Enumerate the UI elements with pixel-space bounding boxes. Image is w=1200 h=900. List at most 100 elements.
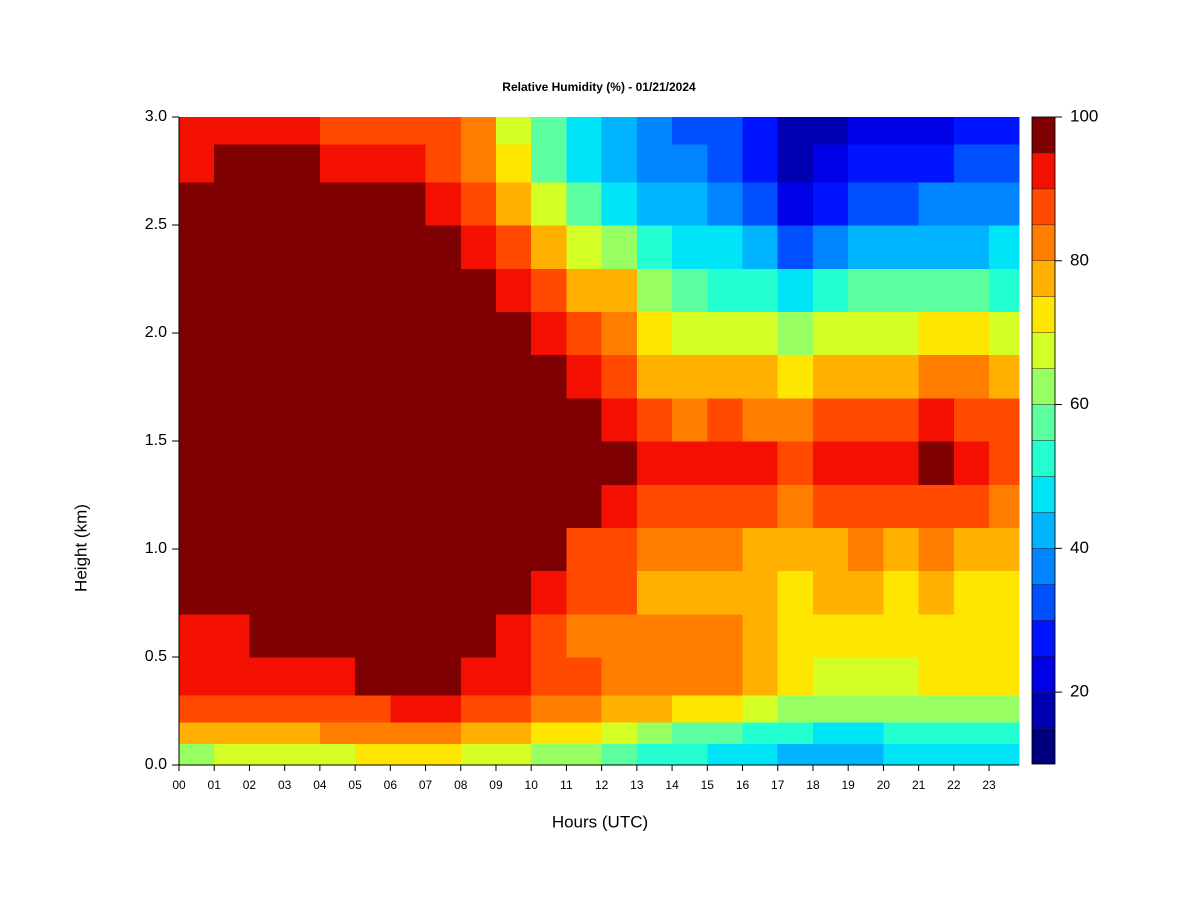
heatmap-cell bbox=[425, 268, 462, 312]
heatmap-cell bbox=[566, 570, 603, 615]
x-tick-label: 13 bbox=[630, 778, 644, 792]
heatmap-cell bbox=[848, 484, 885, 528]
heatmap-cell bbox=[848, 354, 885, 399]
heatmap-cell bbox=[214, 694, 251, 723]
colorbar-band bbox=[1031, 476, 1056, 513]
heatmap-cell bbox=[284, 441, 321, 485]
heatmap-cell bbox=[249, 144, 286, 183]
heatmap-cell bbox=[249, 570, 286, 615]
heatmap-cell bbox=[989, 657, 1020, 696]
heatmap-cell bbox=[742, 181, 779, 226]
heatmap-cell bbox=[918, 484, 955, 528]
heatmap-cell bbox=[636, 694, 673, 723]
heatmap-cell bbox=[425, 484, 462, 528]
heatmap-cell bbox=[953, 144, 990, 183]
heatmap-cell bbox=[812, 657, 849, 696]
heatmap-cell bbox=[566, 613, 603, 658]
heatmap-cell bbox=[460, 397, 497, 442]
heatmap-cell bbox=[989, 268, 1020, 312]
heatmap-cell bbox=[953, 694, 990, 723]
heatmap-cell bbox=[742, 721, 779, 744]
heatmap-cell bbox=[707, 311, 744, 356]
heatmap-cell bbox=[636, 721, 673, 744]
heatmap-cell bbox=[284, 268, 321, 312]
heatmap-cell bbox=[953, 441, 990, 485]
colorbar-tick-label: 60 bbox=[1070, 394, 1089, 413]
heatmap-cell bbox=[495, 354, 532, 399]
heatmap-cell bbox=[742, 613, 779, 658]
heatmap-cell bbox=[390, 397, 427, 442]
heatmap-cell bbox=[249, 527, 286, 572]
heatmap-cell bbox=[848, 657, 885, 696]
heatmap-cell bbox=[284, 117, 321, 145]
x-axis-label: Hours (UTC) bbox=[552, 812, 648, 831]
heatmap-cell bbox=[179, 354, 215, 399]
x-tick-label: 22 bbox=[947, 778, 961, 792]
heatmap-cell bbox=[566, 397, 603, 442]
x-tick-label: 15 bbox=[701, 778, 715, 792]
heatmap-cell bbox=[355, 397, 391, 442]
heatmap-cell bbox=[989, 117, 1020, 145]
heatmap-cell bbox=[672, 225, 708, 269]
heatmap-cell bbox=[848, 441, 885, 485]
heatmap-cell bbox=[425, 117, 462, 145]
heatmap-cell bbox=[918, 570, 955, 615]
heatmap-cell bbox=[390, 225, 427, 269]
heatmap-cell bbox=[636, 117, 673, 145]
heatmap-cell bbox=[707, 441, 744, 485]
heatmap-cell bbox=[672, 117, 708, 145]
heatmap-cell bbox=[777, 144, 814, 183]
y-tick-label: 0.0 bbox=[145, 756, 167, 773]
heatmap-cell bbox=[319, 441, 356, 485]
colorbar-band bbox=[1031, 224, 1056, 261]
heatmap-cell bbox=[179, 441, 215, 485]
x-tick-label: 01 bbox=[208, 778, 222, 792]
heatmap-cell bbox=[601, 144, 638, 183]
heatmap-cell bbox=[179, 721, 215, 744]
heatmap-cell bbox=[460, 268, 497, 312]
colorbar-band bbox=[1031, 260, 1056, 297]
heatmap-cell bbox=[495, 144, 532, 183]
heatmap-cell bbox=[319, 354, 356, 399]
x-tick-label: 09 bbox=[489, 778, 503, 792]
heatmap-cell bbox=[566, 527, 603, 572]
heatmap-cell bbox=[777, 311, 814, 356]
heatmap-cell bbox=[777, 527, 814, 572]
heatmap-cell bbox=[707, 117, 744, 145]
heatmap-cell bbox=[495, 311, 532, 356]
heatmap-cell bbox=[319, 311, 356, 356]
y-axis-label: Height (km) bbox=[71, 504, 90, 592]
heatmap-cell bbox=[495, 441, 532, 485]
heatmap-cell bbox=[179, 570, 215, 615]
heatmap-cell bbox=[214, 657, 251, 696]
heatmap-cell bbox=[707, 225, 744, 269]
heatmap-cell bbox=[531, 721, 568, 744]
heatmap-cell bbox=[390, 117, 427, 145]
heatmap-cell bbox=[284, 613, 321, 658]
heatmap-cell bbox=[425, 441, 462, 485]
heatmap-cell bbox=[848, 570, 885, 615]
heatmap-cell bbox=[319, 397, 356, 442]
heatmap-cell bbox=[672, 268, 708, 312]
heatmap-cell bbox=[460, 570, 497, 615]
heatmap-cell bbox=[566, 694, 603, 723]
heatmap-cell bbox=[390, 311, 427, 356]
heatmap-cell bbox=[284, 181, 321, 226]
x-tick-label: 17 bbox=[771, 778, 785, 792]
colorbar-band bbox=[1031, 296, 1056, 333]
heatmap-cell bbox=[707, 354, 744, 399]
heatmap-cell bbox=[179, 657, 215, 696]
heatmap-cell bbox=[777, 657, 814, 696]
y-tick-label: 1.5 bbox=[145, 432, 167, 449]
heatmap-cell bbox=[601, 527, 638, 572]
heatmap-cell bbox=[355, 570, 391, 615]
heatmap-cell bbox=[918, 527, 955, 572]
heatmap-cell bbox=[214, 484, 251, 528]
heatmap-cell bbox=[460, 144, 497, 183]
heatmap-cell bbox=[284, 311, 321, 356]
colorbar-band bbox=[1031, 548, 1056, 585]
heatmap-cell bbox=[742, 570, 779, 615]
x-tick-label: 18 bbox=[806, 778, 820, 792]
heatmap-cell bbox=[989, 527, 1020, 572]
